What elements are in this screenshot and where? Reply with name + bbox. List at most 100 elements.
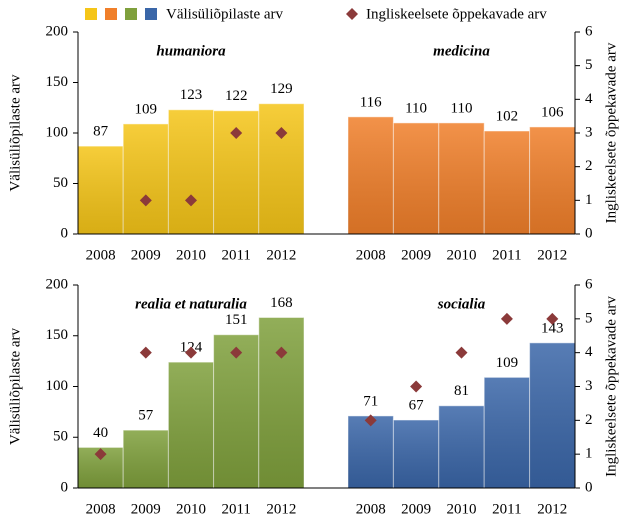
legend-swatch [85, 8, 97, 20]
diamond-marker [94, 448, 107, 461]
x-tick-label: 2008 [356, 247, 386, 263]
bar-sheen [529, 126, 575, 234]
y2-tick-label: 4 [585, 91, 593, 107]
y-axis-title: Välisüliõpilaste arv [7, 74, 23, 192]
y2-tick-label: 5 [585, 310, 593, 326]
data-label: 116 [360, 94, 382, 110]
x-tick-label: 2010 [176, 247, 206, 263]
diamond-marker [185, 194, 197, 207]
y2-tick-label: 4 [585, 344, 593, 360]
diamond-marker [455, 346, 468, 359]
diamond-marker [546, 312, 559, 325]
x-tick-label: 2008 [356, 501, 386, 517]
legend-marker [346, 8, 358, 20]
diamond-marker [275, 346, 288, 359]
data-label: 122 [225, 88, 248, 104]
bar-sheen [393, 122, 439, 234]
bar-sheen [168, 362, 214, 488]
y-tick-label: 150 [46, 74, 69, 90]
data-label: 168 [270, 295, 293, 311]
bar-sheen [529, 342, 575, 488]
data-label: 143 [541, 320, 564, 336]
x-tick-label: 2011 [221, 247, 250, 263]
diamond-marker [364, 414, 377, 427]
y2-tick-label: 0 [585, 479, 593, 495]
x-tick-label: 2009 [401, 501, 431, 517]
diamond-marker [230, 346, 243, 359]
data-label: 109 [135, 101, 158, 117]
legend-swatch [145, 8, 157, 20]
x-tick-label: 2012 [537, 247, 567, 263]
y2-tick-label: 6 [585, 276, 593, 292]
y-tick-label: 50 [53, 429, 68, 445]
y-tick-label: 0 [61, 479, 69, 495]
bar-sheen [258, 317, 304, 488]
y-axis-title: Välisüliõpilaste arv [7, 327, 23, 445]
data-label: 102 [496, 108, 519, 124]
group-label: socialia [437, 296, 486, 312]
y-tick-label: 200 [46, 276, 69, 292]
data-label: 123 [180, 87, 203, 103]
diamond-marker [230, 127, 243, 139]
y-tick-label: 100 [46, 378, 69, 394]
bar-sheen [348, 415, 394, 488]
group-label: humaniora [156, 43, 226, 59]
diamond-marker [275, 127, 288, 139]
x-tick-label: 2012 [537, 501, 567, 517]
x-tick-label: 2011 [492, 501, 521, 517]
data-label: 40 [93, 425, 108, 441]
x-tick-label: 2008 [86, 247, 116, 263]
legend-label: Välisüliõpilaste arv [166, 6, 284, 22]
bar-sheen [213, 334, 259, 488]
bar-sheen [438, 122, 485, 234]
x-tick-label: 2008 [86, 501, 116, 517]
bar-sheen [123, 430, 169, 488]
legend-label: Ingliskeelsete õppekavade arv [366, 6, 547, 22]
data-label: 109 [496, 355, 519, 371]
y2-tick-label: 2 [585, 412, 593, 428]
y2-tick-label: 1 [585, 192, 593, 208]
legend-swatch [125, 8, 137, 20]
data-label: 67 [409, 397, 425, 413]
group-label: realia et naturalia [135, 296, 247, 312]
y-tick-label: 150 [46, 327, 69, 343]
diamond-marker [185, 346, 197, 359]
bar-sheen [348, 116, 394, 234]
y-tick-label: 100 [46, 124, 69, 140]
x-tick-label: 2010 [176, 501, 206, 517]
y-tick-label: 200 [46, 23, 69, 39]
diamond-marker [139, 346, 152, 359]
bar-sheen [438, 405, 485, 488]
data-label: 57 [138, 408, 154, 424]
bar-sheen [78, 146, 124, 234]
y2-axis-title: Ingliskeelsete õppekavade arv [603, 296, 619, 477]
x-tick-label: 2011 [492, 247, 521, 263]
bar-sheen [123, 123, 169, 234]
y-tick-label: 0 [61, 225, 69, 241]
data-label: 110 [451, 100, 473, 116]
diamond-marker [500, 312, 513, 325]
x-tick-label: 2012 [266, 501, 296, 517]
y2-tick-label: 1 [585, 446, 593, 462]
y2-tick-label: 6 [585, 23, 593, 39]
bar-sheen [168, 109, 214, 234]
data-label: 81 [454, 383, 469, 399]
y2-axis-title: Ingliskeelsete õppekavade arv [603, 42, 619, 223]
data-label: 106 [541, 104, 564, 120]
x-tick-label: 2012 [266, 247, 296, 263]
x-tick-label: 2009 [401, 247, 431, 263]
diamond-marker [139, 194, 152, 207]
data-label: 71 [363, 393, 378, 409]
y2-tick-label: 5 [585, 57, 593, 73]
bar-sheen [484, 130, 530, 234]
x-tick-label: 2011 [221, 501, 250, 517]
bar-sheen [393, 419, 439, 488]
data-label: 110 [405, 100, 427, 116]
x-tick-label: 2009 [131, 247, 161, 263]
group-label: medicina [433, 43, 490, 59]
y2-tick-label: 3 [585, 378, 593, 394]
y2-tick-label: 3 [585, 124, 593, 140]
bar-sheen [258, 103, 304, 235]
bar-sheen [484, 377, 530, 488]
